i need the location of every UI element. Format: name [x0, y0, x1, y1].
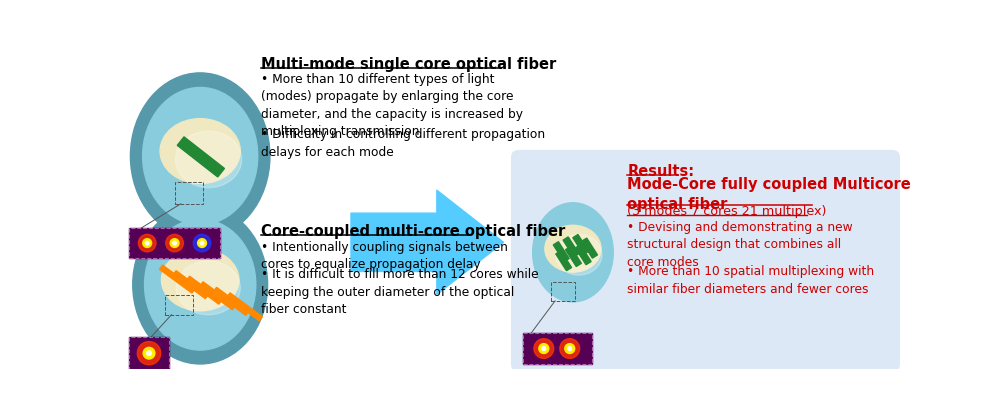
Ellipse shape	[556, 234, 602, 275]
FancyArrowPatch shape	[351, 190, 504, 294]
FancyArrow shape	[213, 287, 249, 315]
Ellipse shape	[176, 261, 240, 315]
Circle shape	[568, 347, 572, 350]
Bar	[129, 228, 220, 258]
Circle shape	[542, 347, 546, 350]
Bar	[165, 295, 193, 315]
Text: Multi-mode single core optical fiber: Multi-mode single core optical fiber	[261, 58, 556, 73]
FancyArrow shape	[177, 137, 224, 177]
Text: • Devising and demonstrating a new
structural design that combines all
core mode: • Devising and demonstrating a new struc…	[627, 221, 853, 269]
Bar	[129, 337, 169, 369]
Text: Core-coupled multi-core optical fiber: Core-coupled multi-core optical fiber	[261, 224, 565, 239]
Ellipse shape	[145, 219, 256, 350]
Circle shape	[534, 339, 554, 359]
FancyArrow shape	[563, 237, 579, 257]
FancyArrow shape	[200, 282, 235, 310]
Ellipse shape	[533, 203, 613, 302]
FancyArrow shape	[566, 247, 581, 266]
Bar	[129, 337, 169, 369]
Text: • More than 10 different types of light
(modes) propagate by enlarging the core
: • More than 10 different types of light …	[261, 73, 523, 138]
Circle shape	[539, 344, 549, 354]
FancyArrow shape	[582, 238, 597, 258]
Circle shape	[170, 239, 179, 247]
Ellipse shape	[161, 249, 239, 311]
FancyArrow shape	[160, 265, 195, 293]
Text: • It is difficult to fill more than 12 cores while
keeping the outer diameter of: • It is difficult to fill more than 12 c…	[261, 269, 538, 317]
Text: Results:: Results:	[627, 164, 694, 179]
Bar	[175, 182, 202, 204]
Circle shape	[560, 339, 580, 359]
Circle shape	[147, 351, 151, 355]
FancyArrow shape	[173, 271, 208, 299]
Text: • Intentionally coupling signals between
cores to equalize propagation delay: • Intentionally coupling signals between…	[261, 241, 508, 271]
Ellipse shape	[545, 225, 601, 272]
Bar	[523, 333, 592, 364]
Ellipse shape	[143, 88, 258, 225]
Circle shape	[145, 241, 149, 245]
Ellipse shape	[524, 192, 622, 312]
Circle shape	[166, 234, 183, 252]
Circle shape	[143, 239, 152, 247]
Ellipse shape	[130, 73, 270, 239]
Ellipse shape	[175, 131, 242, 188]
FancyBboxPatch shape	[511, 150, 900, 372]
Bar	[523, 333, 592, 364]
Circle shape	[200, 241, 204, 245]
FancyArrow shape	[227, 293, 262, 321]
FancyArrow shape	[575, 245, 591, 265]
Circle shape	[565, 344, 575, 354]
FancyArrow shape	[553, 242, 569, 262]
FancyArrow shape	[573, 234, 589, 254]
Bar	[551, 282, 574, 301]
Circle shape	[138, 234, 156, 252]
Ellipse shape	[133, 205, 268, 364]
Text: Mode-Core fully coupled Multicore
optical fiber: Mode-Core fully coupled Multicore optica…	[627, 177, 911, 212]
FancyArrow shape	[186, 276, 222, 304]
Circle shape	[193, 234, 211, 252]
Circle shape	[173, 241, 176, 245]
Circle shape	[137, 342, 161, 365]
Circle shape	[143, 347, 155, 359]
Text: (3 modes 7 cores 21 multiplex): (3 modes 7 cores 21 multiplex)	[627, 205, 827, 218]
Ellipse shape	[160, 119, 240, 183]
Text: • More than 10 spatial multiplexing with
similar fiber diameters and fewer cores: • More than 10 spatial multiplexing with…	[627, 266, 874, 296]
FancyArrow shape	[556, 251, 572, 271]
Text: • Difficulty in controlling different propagation
delays for each mode: • Difficulty in controlling different pr…	[261, 128, 545, 159]
Bar	[129, 228, 220, 258]
Circle shape	[198, 239, 206, 247]
